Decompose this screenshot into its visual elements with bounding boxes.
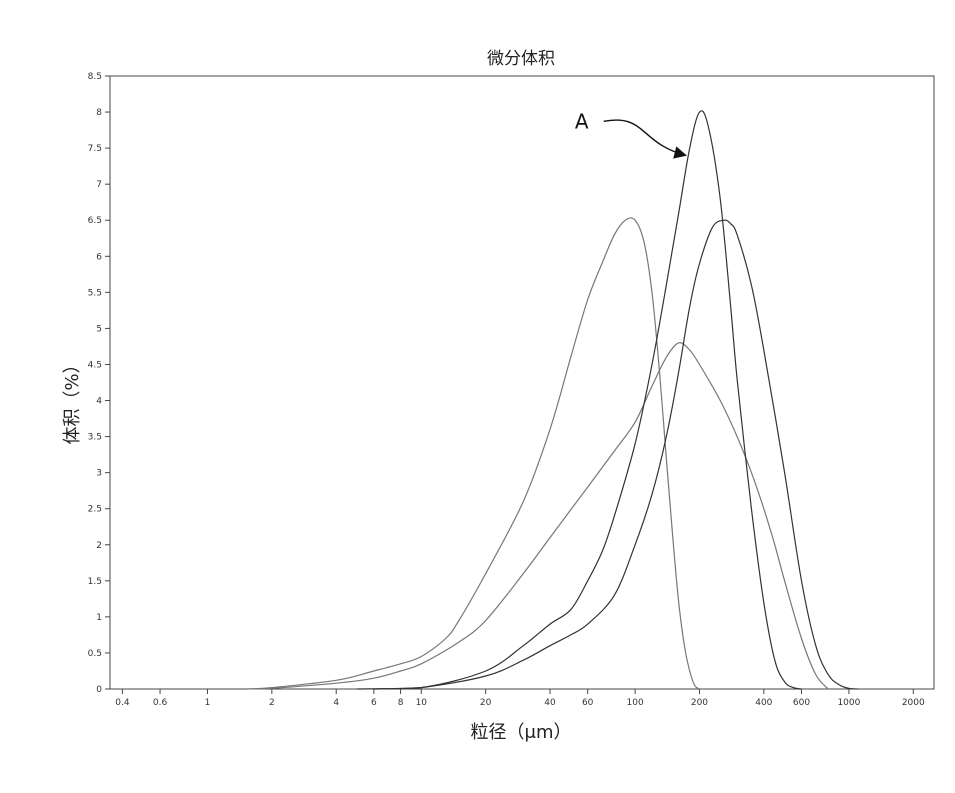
x-tick-label: 400 xyxy=(755,698,772,708)
x-tick-label: 8 xyxy=(398,698,404,708)
x-tick-label: 1 xyxy=(205,698,211,708)
series-layer xyxy=(245,110,858,690)
annotation-arrow xyxy=(603,119,687,159)
x-tick-label: 2000 xyxy=(902,698,925,708)
series-1-line xyxy=(245,217,700,690)
y-tick-label: 4 xyxy=(96,397,102,407)
y-tick-label: 5.5 xyxy=(88,288,102,298)
x-tick-label: 0.6 xyxy=(153,698,168,708)
x-tick-label: 60 xyxy=(582,698,594,708)
plot-area xyxy=(109,75,935,690)
x-axis: 0.4 0.6 1 2 4 6 8 10 20 40 60 100 200 400 600 1000 2000 xyxy=(115,689,925,708)
y-tick-label: 2.5 xyxy=(88,505,102,515)
y-tick-label: 7.5 xyxy=(88,144,102,154)
x-axis-label: 粒径（μm） xyxy=(471,722,572,743)
x-tick-label: 10 xyxy=(416,698,428,708)
y-tick-label: 8 xyxy=(96,108,102,118)
annotation-label: A xyxy=(575,109,589,133)
x-tick-label: 6 xyxy=(371,698,377,708)
y-tick-label: 7 xyxy=(96,180,102,190)
y-tick-label: 0 xyxy=(96,685,102,695)
y-tick-label: 6 xyxy=(96,252,102,262)
x-tick-label: 2 xyxy=(269,698,275,708)
y-tick-label: 4.5 xyxy=(88,360,102,370)
series-2-line xyxy=(245,342,829,690)
annotation-layer: A xyxy=(575,109,687,159)
y-tick-label: 0.5 xyxy=(88,649,102,659)
x-tick-label: 1000 xyxy=(837,698,860,708)
y-axis: 0 0.5 1 1.5 2 2.5 3 3.5 4 4.5 5 5.5 6 6.5 7 7.5 8 8.5 xyxy=(88,72,110,695)
series-3-line xyxy=(356,110,802,690)
y-tick-label: 3 xyxy=(96,469,102,479)
y-tick-label: 2 xyxy=(96,541,102,551)
y-tick-label: 5 xyxy=(96,324,102,334)
x-tick-label: 4 xyxy=(333,698,339,708)
x-tick-label: 600 xyxy=(793,698,810,708)
chart-title: 微分体积 xyxy=(487,49,555,69)
x-tick-label: 0.4 xyxy=(115,698,130,708)
x-tick-label: 100 xyxy=(627,698,644,708)
y-tick-label: 1.5 xyxy=(88,577,102,587)
x-tick-label: 20 xyxy=(480,698,492,708)
x-tick-label: 200 xyxy=(691,698,708,708)
y-tick-label: 6.5 xyxy=(88,216,102,226)
y-tick-label: 8.5 xyxy=(88,72,102,82)
y-axis-label: 体积（%） xyxy=(62,355,83,444)
x-tick-label: 40 xyxy=(544,698,556,708)
y-tick-label: 3.5 xyxy=(88,433,102,443)
series-4-line xyxy=(373,219,858,690)
y-tick-label: 1 xyxy=(96,613,102,623)
